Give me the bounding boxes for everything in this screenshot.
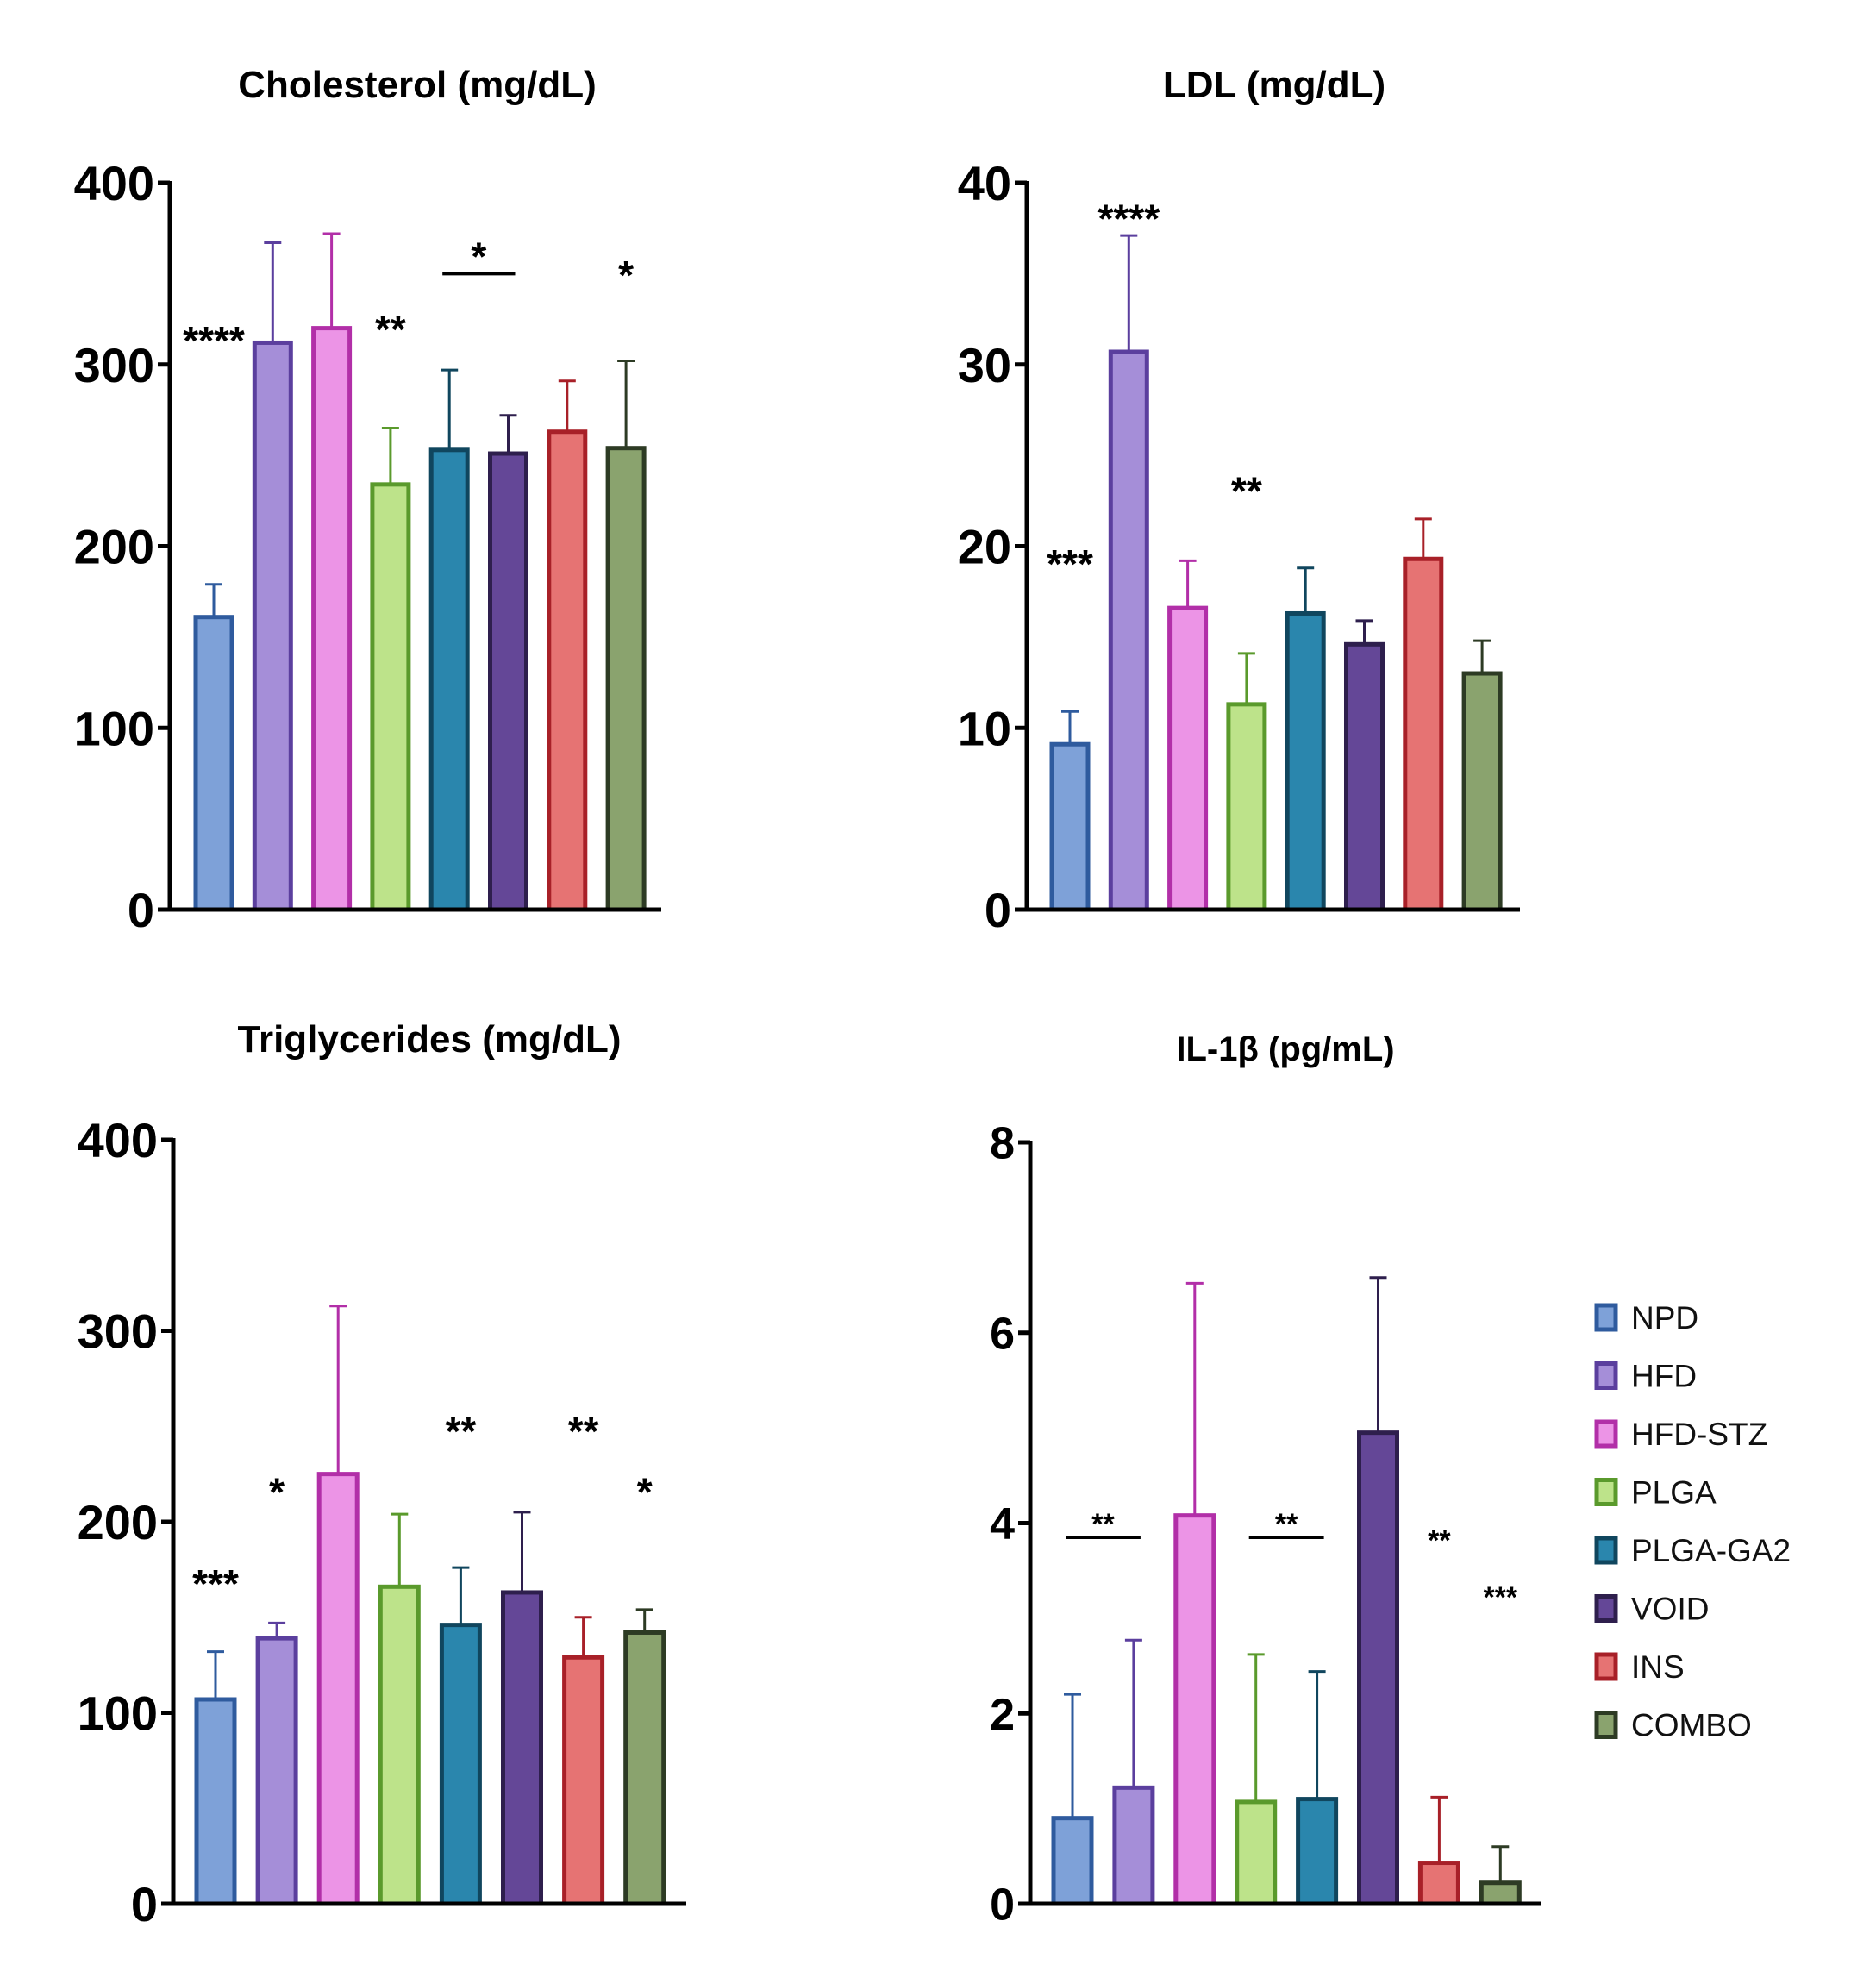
legend: NPD HFD HFD-STZ PLGA PLGA-GA2 VOID INS COMBO [1594,1300,1791,1743]
y-tick-label: 0 [128,883,154,937]
legend-label-ins: INS [1631,1649,1685,1685]
significance-stars: *** [1047,541,1093,586]
bar-ins [547,429,588,912]
legend-swatch-plga-ga2 [1594,1536,1618,1565]
significance-stars: ** [1275,1508,1298,1541]
bar-plga-ga2 [1285,610,1326,912]
bar-combo [1479,1880,1522,1906]
y-tick-label: 0 [985,883,1011,937]
legend-label-void: VOID [1631,1592,1709,1627]
y-tick-label: 100 [78,1686,158,1741]
y-tick-label: 200 [74,520,154,574]
significance-stars: * [637,1470,653,1515]
legend-label-plga-ga2: PLGA-GA2 [1631,1533,1791,1568]
bar-hfd [1108,349,1149,912]
legend-swatch-void [1594,1594,1618,1623]
bar-combo [1461,671,1503,912]
bar-npd [194,1697,237,1906]
y-tick-label: 30 [958,338,1011,392]
bar-plga [370,482,411,912]
y-tick-label: 2 [990,1690,1015,1740]
bar-combo [605,446,647,912]
legend-label-npd: NPD [1631,1300,1698,1336]
bar-plga [1226,702,1267,912]
y-tick-label: 40 [958,156,1011,210]
y-tick-label: 4 [990,1499,1015,1549]
chart-title: LDL (mg/dL) [1163,64,1385,106]
bar-hfd-stz [1173,1513,1216,1906]
legend-label-hfd: HFD [1631,1359,1697,1394]
legend-label-combo: COMBO [1631,1708,1752,1743]
significance-stars: ** [1091,1508,1115,1541]
chart-panel-3: Triglycerides (mg/dL)0100200300400******… [78,1018,686,1931]
y-tick-label: 8 [990,1119,1015,1169]
bar-void [1357,1430,1399,1906]
bar-ins [562,1655,605,1906]
significance-stars: ** [1428,1524,1451,1557]
bar-npd [1051,1816,1094,1906]
y-tick-label: 10 [958,701,1011,755]
y-tick-label: 0 [131,1877,158,1931]
bar-plga [1235,1799,1278,1906]
bar-void [1344,641,1385,912]
significance-stars: ** [568,1409,599,1454]
bar-plga-ga2 [428,447,470,912]
y-tick-label: 6 [990,1309,1015,1359]
y-tick-label: 400 [78,1113,158,1167]
significance-stars: **** [183,318,245,363]
bar-npd [193,615,234,912]
y-tick-label: 0 [990,1880,1015,1930]
significance-stars: *** [192,1561,239,1606]
bar-plga-ga2 [439,1623,482,1906]
legend-swatch-hfd-stz [1594,1419,1618,1449]
y-tick-label: 300 [74,338,154,392]
bar-void [501,1590,543,1906]
significance-stars: ** [375,307,406,352]
chart-title: Triglycerides (mg/dL) [238,1018,622,1061]
y-tick-label: 20 [958,520,1011,574]
chart-title: IL-1β (pg/mL) [1176,1030,1394,1068]
bar-ins [1417,1861,1460,1906]
legend-swatch-hfd [1594,1361,1618,1390]
bar-hfd [252,340,293,912]
bar-hfd [255,1636,298,1906]
legend-label-plga: PLGA [1631,1475,1717,1511]
bar-npd [1049,741,1091,912]
significance-stars: *** [1483,1581,1517,1614]
significance-stars: * [471,234,486,278]
significance-stars: ** [1231,469,1262,514]
bar-hfd [1112,1785,1155,1906]
bar-hfd-stz [311,326,353,912]
y-tick-label: 100 [74,701,154,755]
significance-stars: * [269,1470,285,1515]
bar-void [488,451,528,912]
chart-title: Cholesterol (mg/dL) [238,64,597,106]
legend-swatch-ins [1594,1652,1618,1681]
bar-plga-ga2 [1296,1797,1339,1906]
bar-hfd-stz [1167,605,1209,912]
legend-label-hfd-stz: HFD-STZ [1631,1417,1767,1452]
legend-swatch-npd [1594,1303,1618,1332]
bar-hfd-stz [316,1472,360,1906]
y-tick-label: 200 [78,1495,158,1549]
significance-stars: * [618,253,634,297]
significance-stars: **** [1097,197,1160,241]
bar-ins [1403,556,1444,912]
y-tick-label: 400 [74,156,154,210]
bar-combo [623,1630,666,1906]
significance-stars: ** [445,1409,476,1454]
y-tick-label: 300 [78,1305,158,1359]
bar-plga [378,1584,421,1906]
legend-swatch-plga [1594,1478,1618,1506]
legend-swatch-combo [1594,1711,1618,1739]
